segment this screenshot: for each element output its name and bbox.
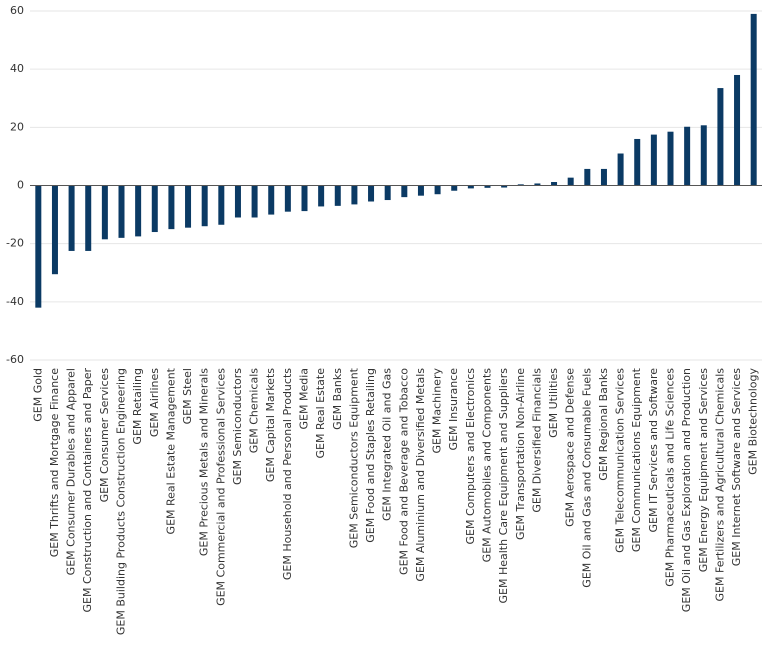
x-tick-label: GEM Fertilizers and Agricultural Chemica… [713, 368, 726, 602]
bar [351, 185, 358, 205]
x-tick-label: GEM Media [298, 368, 311, 430]
bar [234, 185, 241, 218]
x-tick-label: GEM Utilities [547, 368, 560, 438]
x-tick-label: GEM Banks [331, 368, 344, 430]
x-tick-label: GEM Commercial and Professional Services [214, 368, 227, 606]
x-tick-label: GEM Biotechnology [747, 368, 760, 475]
x-tick-label: GEM Integrated Oil and Gas [381, 368, 394, 521]
bar [650, 134, 657, 186]
x-tick-label: GEM Semiconductors Equipment [347, 367, 360, 548]
x-tick-label: GEM Communications Equipment [630, 367, 643, 552]
bar [567, 177, 574, 186]
bar [734, 74, 741, 186]
x-tick-label: GEM Construction and Containers and Pape… [81, 368, 94, 613]
y-tick-label: 60 [10, 4, 24, 17]
bar [35, 185, 42, 308]
bar [251, 185, 258, 218]
x-tick-label: GEM Precious Metals and Minerals [198, 368, 211, 556]
bar [301, 185, 308, 212]
bar [634, 138, 641, 186]
x-tick-label: GEM Health Care Equipment and Suppliers [497, 368, 510, 604]
x-tick-label: GEM Semiconductors [231, 368, 244, 485]
x-tick-label: GEM Computers and Electronics [464, 368, 477, 545]
bar [185, 185, 192, 228]
x-tick-label: GEM Regional Banks [597, 368, 610, 481]
bar [334, 185, 341, 206]
x-tick-label: GEM Telecommunication Services [614, 368, 627, 553]
bar [551, 182, 558, 186]
x-tick-label: GEM Thrifts and Mortgage Finance [48, 368, 61, 557]
bar [617, 153, 624, 186]
x-tick-label: GEM Food and Staples Retailing [364, 368, 377, 543]
x-tick-label: GEM Aerospace and Defense [564, 368, 577, 527]
x-tick-label: GEM Retailing [131, 368, 144, 445]
x-tick-label: GEM Aluminium and Diversified Metals [414, 368, 427, 582]
bar [101, 185, 108, 240]
bar [118, 185, 125, 238]
x-tick-label: GEM Machinery [431, 368, 444, 454]
bar [434, 185, 441, 195]
x-tick-label: GEM Insurance [447, 368, 460, 451]
bar [218, 185, 225, 225]
x-tick-label: GEM Food and Beverage and Tobacco [397, 368, 410, 575]
bar [68, 185, 75, 251]
x-tick-label: GEM Real Estate [314, 368, 327, 459]
y-tick-label: 0 [17, 179, 24, 192]
y-tick-label: 20 [10, 120, 24, 133]
bar [85, 185, 92, 251]
bar [717, 88, 724, 186]
x-tick-label: GEM Household and Personal Products [281, 368, 294, 580]
bar [417, 185, 424, 196]
bar [534, 183, 541, 186]
bar [368, 185, 375, 202]
bar [451, 185, 458, 191]
bar [467, 185, 474, 189]
x-tick-label: GEM Automobiles and Components [481, 368, 494, 563]
x-tick-label: GEM Real Estate Management [164, 367, 177, 534]
y-tick-label: 40 [10, 62, 24, 75]
x-tick-label: GEM Chemicals [248, 368, 261, 453]
bar [168, 185, 175, 230]
bar [484, 185, 491, 188]
x-tick-label: GEM Internet Software and Services [730, 368, 743, 566]
bar [600, 168, 607, 186]
bar [684, 126, 691, 186]
y-tick-label: -20 [6, 237, 24, 250]
bar [501, 185, 508, 188]
x-tick-label: GEM Consumer Durables and Apparel [65, 368, 78, 575]
bar [750, 13, 757, 186]
x-tick-label: GEM Pharmaceuticals and Life Sciences [664, 368, 677, 587]
bar [584, 168, 591, 186]
x-tick-label: GEM Gold [31, 368, 44, 422]
bar [135, 185, 142, 237]
x-tick-label: GEM Transportation Non-Airline [514, 368, 527, 540]
x-tick-label: GEM Oil and Gas and Consumable Fuels [580, 368, 593, 588]
bar [268, 185, 275, 215]
x-tick-label: GEM Oil and Gas Exploration and Producti… [680, 368, 693, 612]
x-tick-label: GEM Capital Markets [264, 368, 277, 482]
x-tick-label: GEM IT Services and Software [647, 368, 660, 533]
bar [384, 185, 391, 201]
bar [667, 131, 674, 186]
bar [700, 125, 707, 186]
bar [517, 184, 524, 186]
bar [201, 185, 208, 227]
bar [284, 185, 291, 212]
bar [151, 185, 158, 233]
x-tick-label: GEM Building Products Construction Engin… [115, 368, 128, 635]
bar [401, 185, 408, 198]
bar [318, 185, 325, 207]
x-tick-label: GEM Diversified Financials [530, 368, 543, 513]
bar [51, 185, 58, 275]
x-tick-label: GEM Energy Equipment and Services [697, 368, 710, 573]
y-tick-label: -40 [6, 295, 24, 308]
x-tick-label: GEM Steel [181, 368, 194, 424]
y-tick-label: -60 [6, 353, 24, 366]
x-tick-label: GEM Consumer Services [98, 368, 111, 503]
x-tick-label: GEM Airlines [148, 368, 161, 437]
